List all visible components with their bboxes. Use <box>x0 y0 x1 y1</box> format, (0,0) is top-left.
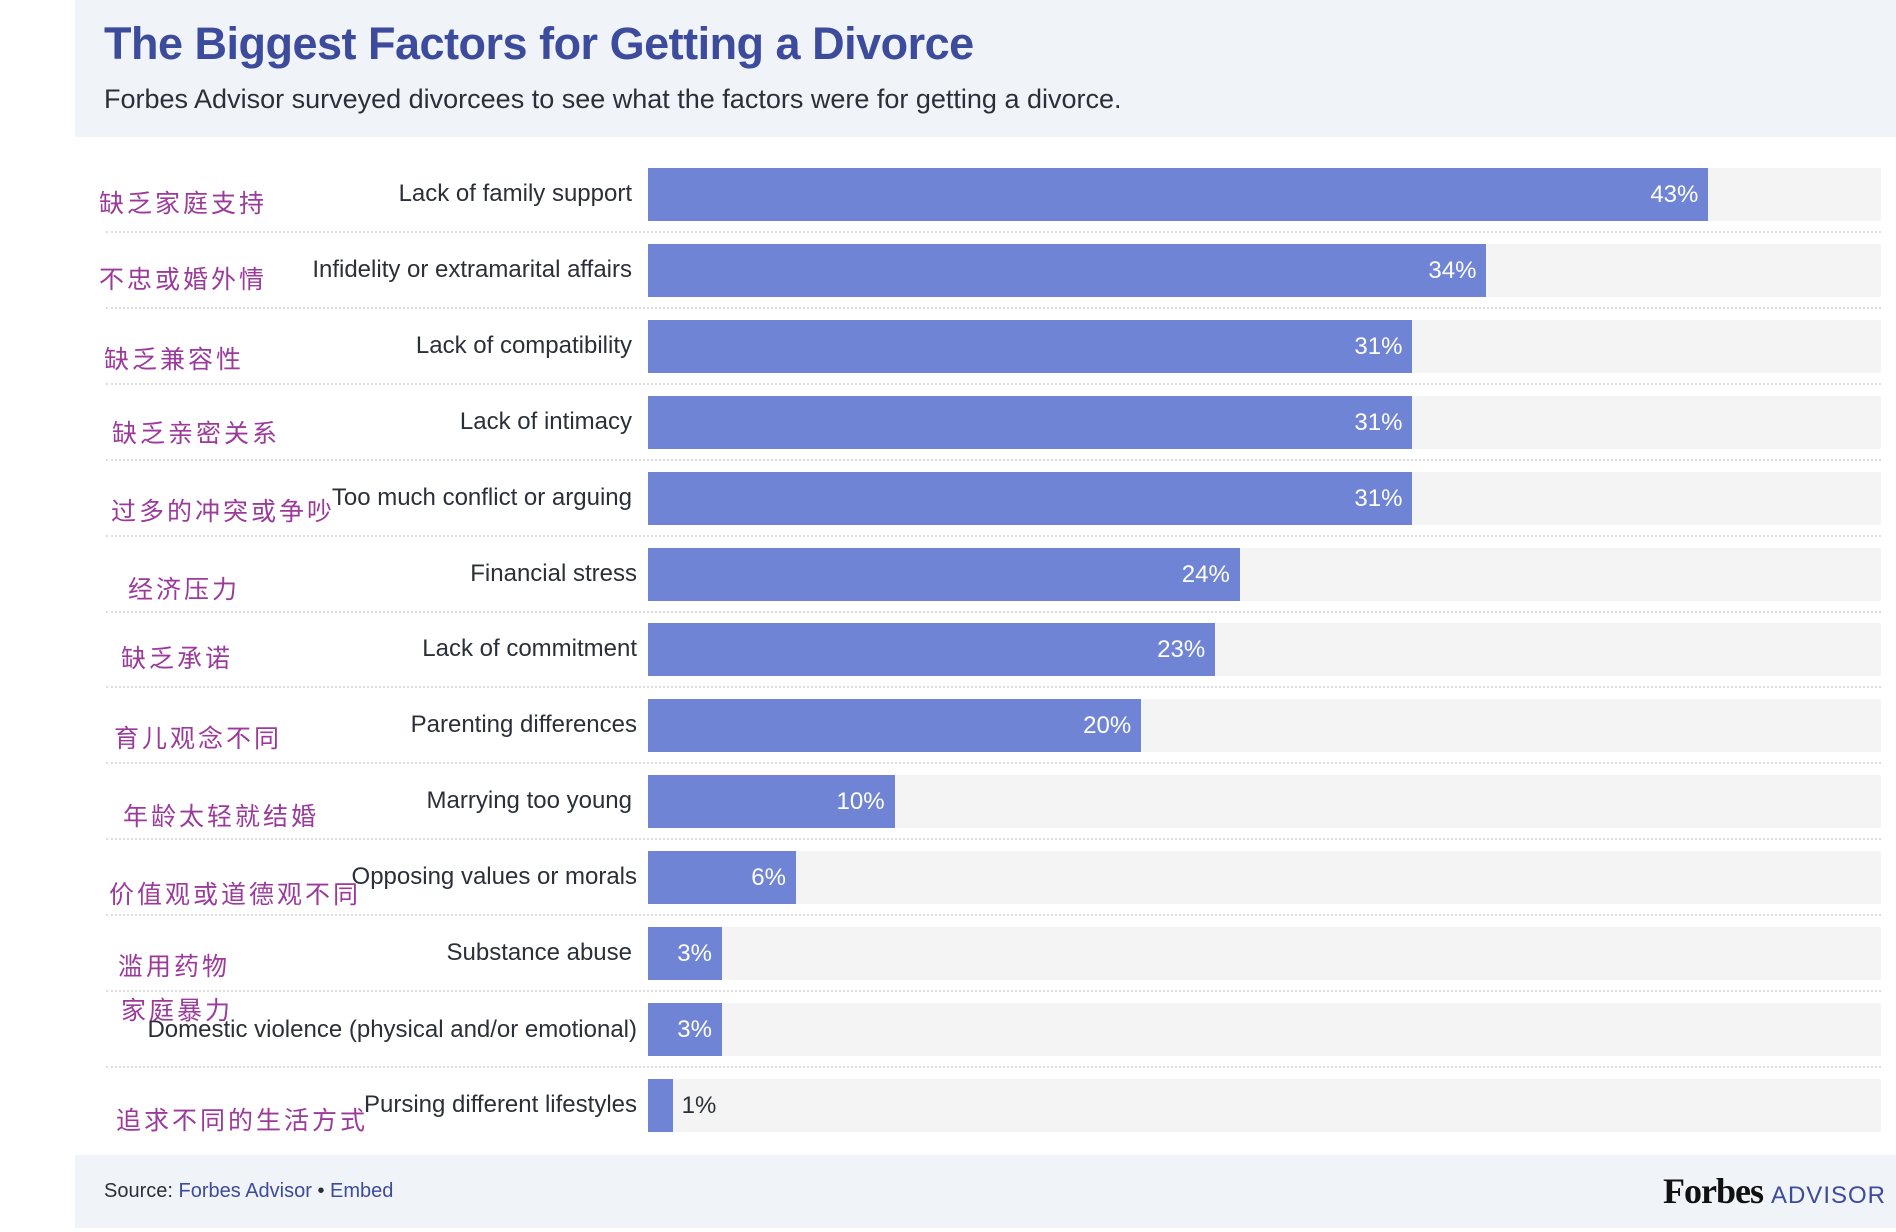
category-label: Lack of compatibility <box>415 331 632 359</box>
annotation-label: 缺乏承诺 <box>121 644 234 674</box>
category-label: Too much conflict or arguing <box>331 483 632 511</box>
value-label: 10% <box>836 788 885 816</box>
row-divider <box>106 231 1881 233</box>
chart-title: The Biggest Factors for Getting a Divorc… <box>104 18 974 69</box>
row-divider <box>106 838 1881 841</box>
value-label: 3% <box>677 1015 712 1043</box>
forbes-advisor-logo: Forbes ADVISOR <box>1663 1170 1886 1212</box>
category-label: Lack of intimacy <box>459 407 632 435</box>
annotation-label: 过多的冲突或争吵 <box>111 496 336 526</box>
bar <box>648 623 1216 677</box>
category-label: Infidelity or extramarital affairs <box>312 255 632 283</box>
value-label: 31% <box>1354 408 1403 436</box>
bar <box>648 319 1413 373</box>
row-divider <box>106 610 1881 613</box>
value-label: 24% <box>1181 560 1230 588</box>
bar <box>648 1078 673 1132</box>
row-divider <box>106 534 1881 537</box>
row-divider <box>106 686 1881 689</box>
annotation-label: 育儿观念不同 <box>114 724 283 754</box>
bar <box>648 699 1142 753</box>
bar <box>648 775 895 829</box>
category-label: Lack of commitment <box>422 635 637 663</box>
category-label: Opposing values or morals <box>351 863 637 891</box>
annotation-label: 滥用药物 <box>118 952 231 981</box>
annotation-label: 缺乏兼容性 <box>104 344 245 374</box>
logo-forbes: Forbes <box>1662 1171 1764 1211</box>
value-label: 23% <box>1157 636 1206 664</box>
annotation-label: 经济压力 <box>128 574 241 604</box>
annotation-label: 家庭暴力 <box>121 995 234 1025</box>
row-divider <box>106 1065 1881 1068</box>
category-label: Domestic violence (physical and/or emoti… <box>147 1015 637 1043</box>
bar <box>648 243 1487 297</box>
row-divider <box>106 762 1881 765</box>
annotation-label: 年龄太轻就结婚 <box>123 802 320 832</box>
annotation-label: 不忠或婚外情 <box>99 264 268 294</box>
embed-link[interactable]: Embed <box>330 1180 394 1202</box>
bar <box>648 927 722 980</box>
bar-track <box>648 1002 1881 1056</box>
bar <box>648 471 1413 525</box>
chart-subtitle: Forbes Advisor surveyed divorcees to see… <box>104 84 1122 114</box>
source-separator: • <box>317 1180 325 1202</box>
source-line: Source: Forbes Advisor • Embed <box>104 1180 393 1203</box>
category-label: Parenting differences <box>410 711 637 739</box>
bar <box>648 1002 722 1056</box>
value-label: 43% <box>1650 181 1699 208</box>
row-divider <box>106 306 1881 309</box>
bar <box>648 395 1413 449</box>
category-label: Marrying too young <box>426 787 632 815</box>
row-divider <box>106 382 1881 385</box>
annotation-label: 缺乏亲密关系 <box>112 418 281 448</box>
bar-track <box>648 927 1881 980</box>
row-divider <box>106 914 1881 917</box>
annotation-label: 追求不同的生活方式 <box>116 1105 369 1135</box>
bar <box>648 168 1709 221</box>
bar-track <box>648 1078 1881 1132</box>
category-label: Lack of family support <box>398 180 632 207</box>
category-label: Pursing different lifestyles <box>363 1090 637 1118</box>
value-label: 1% <box>681 1091 717 1119</box>
bar <box>648 851 796 905</box>
category-label: Financial stress <box>470 559 637 587</box>
source-link[interactable]: Forbes Advisor <box>178 1180 312 1202</box>
value-label: 3% <box>677 940 712 967</box>
row-divider <box>106 990 1881 992</box>
value-label: 31% <box>1354 332 1403 360</box>
bar <box>648 547 1240 601</box>
footer-panel <box>75 1155 1896 1228</box>
header-panel <box>75 0 1896 137</box>
value-label: 6% <box>751 864 786 892</box>
value-label: 20% <box>1083 712 1132 740</box>
value-label: 34% <box>1428 256 1477 284</box>
logo-advisor: ADVISOR <box>1770 1182 1886 1209</box>
annotation-label: 价值观或道德观不同 <box>109 880 362 910</box>
row-divider <box>106 458 1881 461</box>
annotation-label: 缺乏家庭支持 <box>99 189 268 218</box>
source-label: Source: <box>104 1180 173 1202</box>
category-label: Substance abuse <box>446 939 632 966</box>
value-label: 31% <box>1354 484 1403 512</box>
bar-track <box>648 851 1881 905</box>
